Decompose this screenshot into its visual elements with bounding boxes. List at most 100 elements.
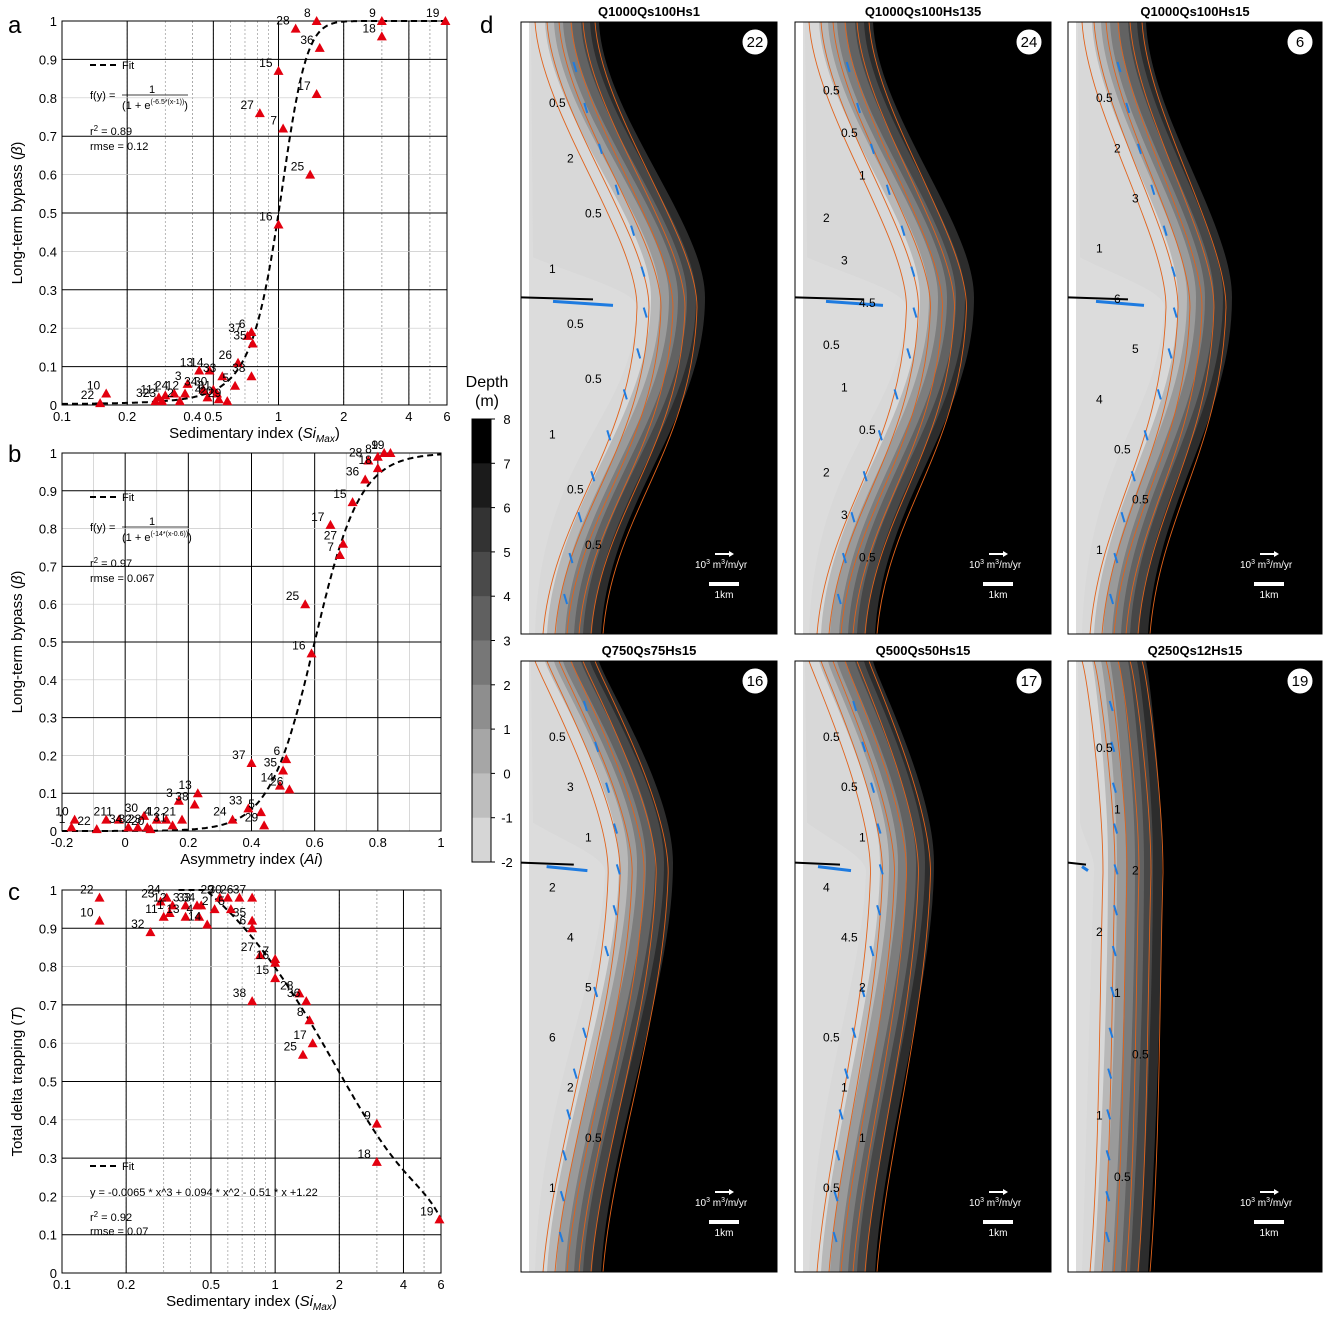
data-point-label: 25: [286, 589, 300, 603]
data-point: 29: [200, 883, 225, 902]
data-point-marker: [209, 904, 220, 914]
x-tick-label: 0.5: [202, 1277, 220, 1292]
data-point-label: 14: [261, 771, 275, 785]
data-point-label: 29: [245, 810, 259, 824]
contour-label: 3: [567, 780, 574, 794]
contour-label: 0.5: [859, 551, 876, 565]
x-axis-label: Sedimentary index (SiMax): [169, 425, 340, 445]
data-point-marker: [243, 803, 254, 813]
transport-vector: [870, 782, 876, 793]
contour-label: 0.5: [841, 126, 858, 140]
distance-scale-label: 1km: [1260, 590, 1279, 601]
vector-scale-label: 103 m3/m/yr: [969, 559, 1022, 571]
land-area: [1068, 22, 1165, 634]
data-point-marker: [307, 1038, 318, 1048]
transport-vector: [1108, 1027, 1114, 1039]
transport-vector: [590, 470, 596, 482]
transport-vector: [583, 700, 588, 712]
transport-vector: [841, 552, 847, 564]
data-point-marker: [204, 365, 215, 375]
data-point: 37: [233, 883, 258, 902]
data-point: 31: [153, 810, 178, 830]
data-point-marker: [113, 814, 124, 824]
data-point: 22: [77, 814, 102, 834]
data-point-label: 31: [198, 378, 212, 392]
coast-edge: [1068, 22, 1076, 634]
data-point: 5: [222, 371, 241, 390]
data-point-marker: [192, 788, 203, 798]
contour-label: 0.5: [1096, 91, 1113, 105]
data-point-label: 20: [131, 814, 145, 828]
data-point-marker: [95, 398, 106, 408]
contour-label: 0.5: [823, 1031, 840, 1045]
data-point-marker: [145, 824, 156, 834]
vector-scale-arrowhead: [729, 551, 734, 557]
x-tick-label: 6: [443, 409, 450, 424]
transport-vector: [583, 102, 589, 114]
river-channel: [1068, 861, 1087, 866]
data-point-marker: [372, 463, 383, 473]
data-point-label: 9: [371, 438, 378, 452]
data-point-marker: [213, 394, 224, 404]
fit-eq-den-base: (1 + e: [122, 100, 150, 112]
contour-label: 0.5: [567, 483, 584, 497]
data-point-label: 6: [274, 744, 281, 758]
map-title: Q1000Qs100Hs1: [598, 4, 700, 19]
contour-line: [582, 661, 657, 1272]
contour-label: 0.5: [1114, 442, 1131, 456]
data-point-label: 32: [118, 812, 132, 826]
transport-vector: [622, 389, 628, 400]
data-point-marker: [254, 108, 265, 118]
contour-line: [534, 22, 638, 634]
contour-label: 0.5: [585, 372, 602, 386]
chart-a-bypass-vs-sedimentary-index: 0.1 0.2 0.4 0.5 1 2 4 600.10.20.30.40.50.60.70.…: [9, 6, 451, 445]
data-point: 22: [81, 388, 106, 408]
transport-vector: [630, 225, 636, 236]
fit-eq-exponent: (-14*(x-0.6)): [150, 531, 188, 538]
data-point-label: 24: [147, 883, 161, 897]
transport-vector: [1110, 741, 1116, 753]
data-point-marker: [66, 822, 77, 832]
contour-label: 0.5: [1114, 1170, 1131, 1184]
transport-vector: [615, 864, 621, 875]
colorbar-tick-label: 7: [503, 456, 510, 471]
transport-vector: [1109, 593, 1115, 605]
data-point-label: 29: [208, 386, 222, 400]
data-point-marker: [371, 1156, 382, 1166]
data-point-label: 23: [141, 886, 155, 900]
contour-label: 0.5: [1132, 493, 1149, 507]
y-tick-label: 1: [50, 446, 57, 461]
map-frame: [520, 21, 778, 635]
data-point: 34: [109, 812, 134, 832]
data-point: 12: [147, 805, 172, 824]
transport-vector: [636, 348, 642, 359]
data-point-marker: [372, 451, 383, 461]
transport-vector: [912, 307, 918, 318]
y-tick-label: 0.7: [39, 129, 57, 144]
data-point: 19: [420, 1204, 445, 1224]
transport-vector: [594, 741, 600, 753]
data-point-marker: [167, 900, 178, 910]
data-point: 16: [256, 948, 281, 967]
data-point-marker: [246, 371, 257, 381]
data-point-marker: [194, 365, 205, 375]
fit-eq-close: ): [184, 100, 188, 112]
transport-vector: [1106, 1109, 1112, 1120]
data-point: 6: [274, 744, 292, 764]
data-point: 1: [157, 898, 175, 917]
y-tick-label: 0.1: [39, 1228, 57, 1243]
transport-vector: [1107, 1068, 1113, 1079]
data-point: 17: [297, 79, 322, 98]
plot-frame: [61, 452, 442, 832]
transport-vector: [877, 430, 883, 441]
transport-vector: [604, 945, 610, 957]
vector-scale-tail: /m/yr: [1270, 1198, 1293, 1209]
data-point-label: 33: [203, 361, 217, 375]
data-point-label: 5: [222, 371, 229, 385]
y-tick-label: 1: [50, 883, 57, 898]
vector-scale-base: 10: [1240, 1198, 1252, 1209]
data-point: 9: [364, 1109, 382, 1128]
river-channel: [521, 296, 594, 301]
data-point-label: 15: [259, 56, 273, 70]
